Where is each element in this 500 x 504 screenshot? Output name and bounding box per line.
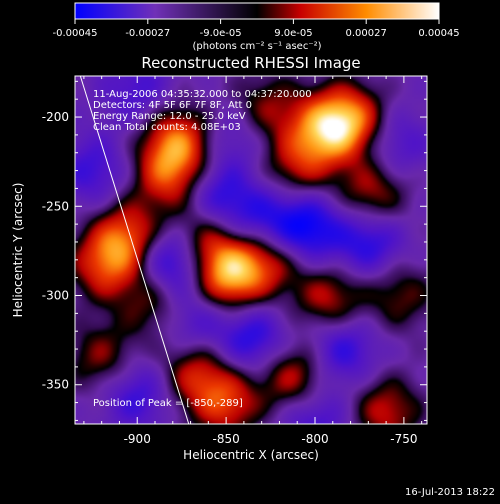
colorbar-tick-label: -0.00027 [125, 28, 170, 39]
colorbar [74, 2, 440, 20]
y-axis-label: Heliocentric Y (arcsec) [11, 183, 25, 318]
colorbar-tick-label: 0.00027 [346, 28, 387, 39]
observation-info: 11-Aug-2006 04:35:32.000 to 04:37:20.000… [93, 89, 312, 133]
annotation-energy-range: Energy Range: 12.0 - 25.0 keV [93, 111, 246, 122]
solar-limb-line [79, 76, 190, 424]
colorbar-tick-label: -9.0e-05 [200, 28, 242, 39]
annotation-clean-counts: Clean Total counts: 4.08E+03 [93, 122, 241, 133]
y-tick-label: -200 [42, 110, 69, 124]
annotation-time-range: 11-Aug-2006 04:35:32.000 to 04:37:20.000 [93, 89, 312, 100]
y-tick-label: -250 [42, 199, 69, 213]
x-tick-label: -800 [301, 432, 328, 446]
heatmap-image [75, 76, 427, 424]
colorbar-unit-label: (photons cm⁻² s⁻¹ asec⁻²) [192, 41, 321, 52]
y-tick-label: -350 [42, 378, 69, 392]
y-tick-label: -300 [42, 289, 69, 303]
chart-title: Reconstructed RHESSI Image [141, 54, 360, 72]
x-axis-label: Heliocentric X (arcsec) [183, 448, 319, 462]
x-axis-ticks: -900 -850 -800 -750 [83, 76, 423, 446]
footer-timestamp: 16-Jul-2013 18:22 [405, 487, 495, 498]
colorbar-ticks: -0.00045 -0.00027 -9.0e-05 9.0e-05 0.00027 0.… [53, 19, 460, 39]
colorbar-tick-label: 9.0e-05 [274, 28, 312, 39]
colorbar-tick-label: 0.00045 [418, 28, 459, 39]
y-axis-ticks: -200 -250 -300 -350 [42, 80, 427, 421]
peak-position-label: Position of Peak = [-850,-289] [93, 398, 243, 409]
colorbar-tick-label: -0.00045 [53, 28, 98, 39]
x-tick-label: -850 [212, 432, 239, 446]
plot-frame [74, 75, 428, 425]
annotation-detectors: Detectors: 4F 5F 6F 7F 8F, Att 0 [93, 100, 252, 111]
x-tick-label: -900 [124, 432, 151, 446]
x-tick-label: -750 [390, 432, 417, 446]
